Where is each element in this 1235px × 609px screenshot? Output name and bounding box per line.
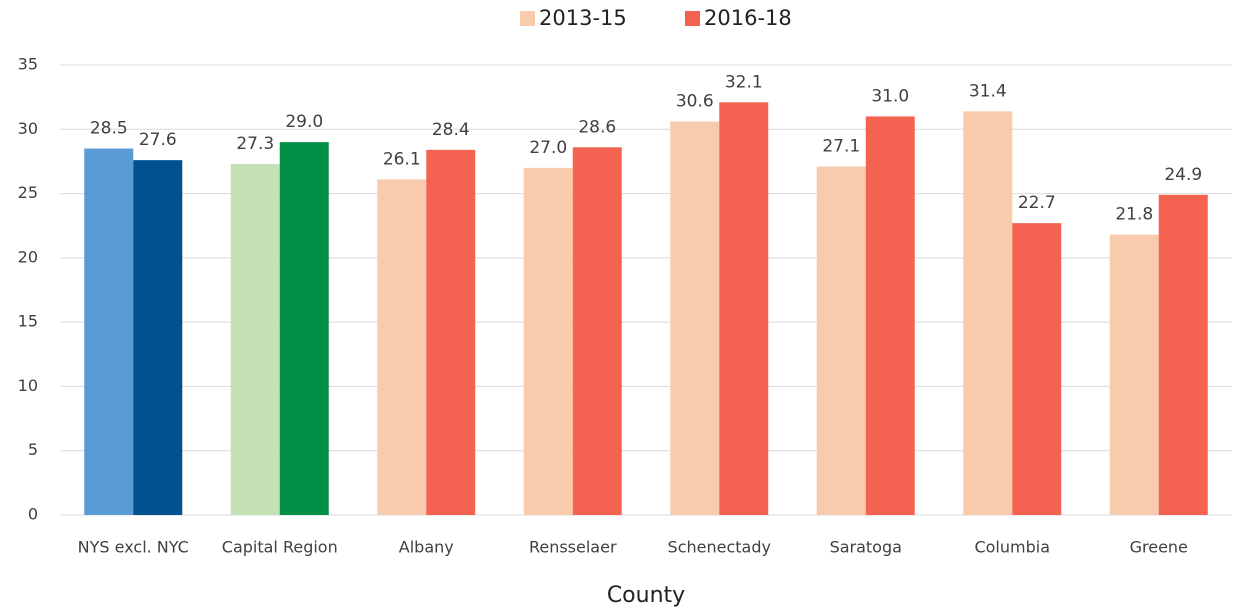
x-tick-label: NYS excl. NYC [78, 538, 189, 557]
data-label: 29.0 [285, 112, 323, 132]
data-label: 27.3 [236, 134, 274, 154]
bar [963, 111, 1013, 516]
legend-label: 2013-15 [539, 6, 627, 30]
y-tick-label: 0 [28, 505, 38, 524]
y-tick-label: 25 [18, 183, 38, 202]
x-tick-label: Capital Region [222, 538, 338, 557]
bar [523, 167, 573, 515]
legend-label: 2016-18 [704, 6, 792, 30]
legend-swatch [520, 11, 535, 26]
data-label: 21.8 [1115, 205, 1153, 225]
bar [279, 142, 329, 515]
y-tick-label: 20 [18, 247, 38, 266]
data-label: 24.9 [1164, 165, 1202, 185]
x-axis-title: County [607, 583, 685, 608]
x-tick-label: Saratoga [830, 538, 902, 557]
data-label: 31.0 [871, 86, 909, 106]
y-tick-label: 30 [18, 119, 38, 138]
y-tick-label: 5 [28, 440, 38, 459]
data-label: 22.7 [1018, 193, 1056, 213]
bar [426, 149, 476, 515]
data-label: 27.1 [822, 137, 860, 157]
bar [1012, 223, 1062, 515]
x-tick-label: Greene [1130, 538, 1188, 557]
data-label: 27.6 [139, 130, 177, 150]
data-label: 28.5 [90, 119, 128, 139]
y-tick-label: 35 [18, 55, 38, 74]
x-tick-label: Schenectady [668, 538, 771, 557]
data-label: 28.6 [578, 117, 616, 137]
x-tick-label: Columbia [974, 538, 1050, 557]
y-tick-label: 10 [18, 376, 38, 395]
x-tick-label: Rensselaer [529, 538, 617, 557]
data-label: 26.1 [383, 149, 421, 169]
bar [230, 164, 280, 515]
data-label: 32.1 [725, 72, 763, 92]
data-label: 27.0 [529, 138, 567, 158]
x-tick-label: Albany [399, 538, 454, 557]
bar [84, 148, 134, 516]
y-tick-label: 15 [18, 312, 38, 331]
data-label: 30.6 [676, 92, 714, 112]
data-label: 31.4 [969, 81, 1007, 101]
legend-swatch [685, 11, 700, 26]
data-label: 28.4 [432, 120, 470, 140]
bar [670, 121, 720, 516]
bar [377, 179, 427, 515]
bar [1109, 234, 1159, 515]
bar [572, 147, 622, 516]
bar [1158, 194, 1208, 515]
bar [719, 102, 769, 516]
bar [865, 116, 915, 515]
bar [133, 160, 183, 515]
bar [816, 166, 866, 516]
